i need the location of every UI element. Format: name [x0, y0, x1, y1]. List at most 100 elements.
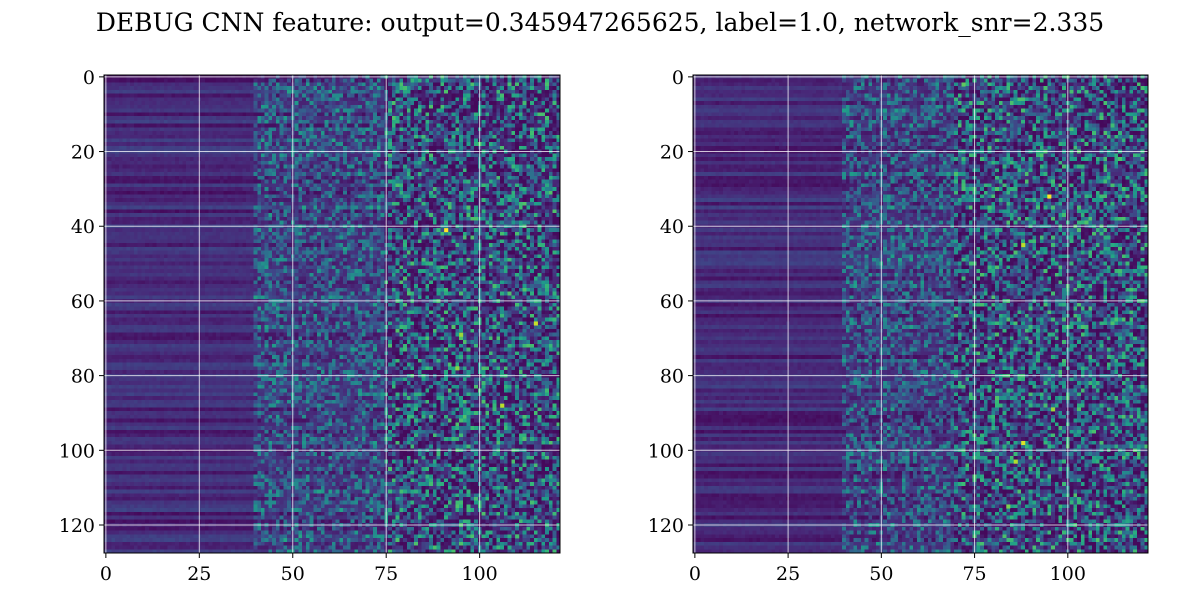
heatmap-cell [141, 142, 146, 147]
heatmap-cell [275, 142, 281, 147]
heatmap-cell [324, 116, 329, 121]
heatmap-cell [320, 78, 325, 83]
heatmap-cell [455, 97, 460, 102]
heatmap-cell [163, 216, 168, 221]
heatmap-cell [160, 108, 165, 113]
heatmap-cell [268, 164, 273, 169]
heatmap-cell [350, 220, 355, 225]
heatmap-cell [332, 112, 337, 117]
heatmap-cell [406, 82, 411, 87]
heatmap-cell [264, 97, 269, 102]
heatmap-cell [515, 78, 520, 83]
heatmap-cell [406, 205, 411, 210]
heatmap-cell [246, 101, 251, 106]
heatmap-cell [515, 134, 520, 139]
heatmap-cell [511, 153, 516, 158]
heatmap-cell [219, 201, 224, 207]
heatmap-cell [552, 164, 557, 169]
heatmap-cell [380, 213, 385, 218]
heatmap-cell [167, 179, 172, 184]
heatmap-cell [522, 93, 527, 98]
heatmap-cell [294, 187, 299, 192]
heatmap-cell [320, 179, 325, 184]
heatmap-cell [417, 131, 423, 136]
heatmap-cell [287, 220, 292, 225]
heatmap-cell [253, 123, 258, 128]
heatmap-cell [414, 175, 419, 180]
heatmap-cell [545, 97, 550, 102]
heatmap-cell [462, 201, 467, 207]
heatmap-cell [503, 112, 509, 117]
heatmap-cell [485, 138, 490, 143]
heatmap-cell [216, 86, 221, 91]
heatmap-cell [346, 213, 352, 218]
heatmap-cell [212, 145, 217, 151]
heatmap-cell [253, 108, 258, 113]
heatmap-cell [137, 201, 142, 207]
heatmap-cell [500, 213, 505, 218]
heatmap-cell [208, 89, 213, 95]
heatmap-cell [403, 201, 408, 207]
heatmap-cell [287, 134, 292, 139]
heatmap-cell [182, 201, 187, 207]
heatmap-cell [417, 138, 423, 143]
heatmap-cell [365, 119, 370, 124]
heatmap-cell [474, 119, 479, 124]
heatmap-cell [152, 164, 157, 169]
heatmap-cell [380, 205, 385, 210]
heatmap-cell [175, 82, 180, 87]
heatmap-cell [227, 216, 232, 221]
heatmap-cell [511, 104, 516, 109]
heatmap-cell [545, 216, 550, 221]
heatmap-cell [231, 142, 236, 147]
heatmap-cell [137, 131, 142, 136]
heatmap-cell [365, 187, 370, 192]
heatmap-cell [395, 220, 400, 225]
heatmap-cell [537, 127, 542, 132]
heatmap-cell [193, 78, 198, 83]
heatmap-cell [133, 142, 138, 147]
heatmap-cell [447, 194, 452, 199]
heatmap-cell [350, 127, 355, 132]
heatmap-cell [302, 194, 307, 199]
heatmap-cell [182, 89, 187, 95]
heatmap-cell [298, 216, 303, 221]
heatmap-cell [130, 142, 135, 147]
heatmap-cell [275, 82, 281, 87]
heatmap-cell [403, 220, 408, 225]
heatmap-cell [410, 112, 415, 117]
heatmap-cell [208, 145, 213, 151]
heatmap-cell [395, 205, 400, 210]
heatmap-cell [488, 190, 494, 195]
heatmap-cell [373, 78, 378, 83]
heatmap-cell [298, 97, 303, 102]
heatmap-cell [182, 172, 187, 177]
heatmap-cell [399, 194, 404, 199]
heatmap-cell [201, 183, 206, 188]
heatmap-cell [175, 145, 180, 151]
heatmap-cell [246, 187, 251, 192]
heatmap-cell [272, 187, 277, 192]
heatmap-cell [133, 93, 138, 98]
heatmap-cell [552, 160, 557, 165]
heatmap-cell [130, 160, 135, 165]
heatmap-cell [317, 131, 322, 136]
heatmap-cell [395, 123, 400, 128]
heatmap-cell [193, 153, 198, 158]
heatmap-cell [403, 97, 408, 102]
heatmap-cell [148, 190, 153, 195]
heatmap-cell [272, 93, 277, 98]
heatmap-cell [451, 213, 456, 218]
heatmap-cell [283, 138, 288, 143]
heatmap-cell [283, 97, 288, 102]
heatmap-cell [533, 157, 538, 162]
heatmap-cell [328, 93, 333, 98]
heatmap-cell [204, 145, 210, 151]
heatmap-cell [257, 205, 262, 210]
heatmap-cell [365, 160, 370, 165]
heatmap-cell [163, 164, 168, 169]
heatmap-cell [346, 82, 352, 87]
heatmap-cell [332, 179, 337, 184]
heatmap-cell [466, 142, 471, 147]
heatmap-cell [268, 187, 273, 192]
